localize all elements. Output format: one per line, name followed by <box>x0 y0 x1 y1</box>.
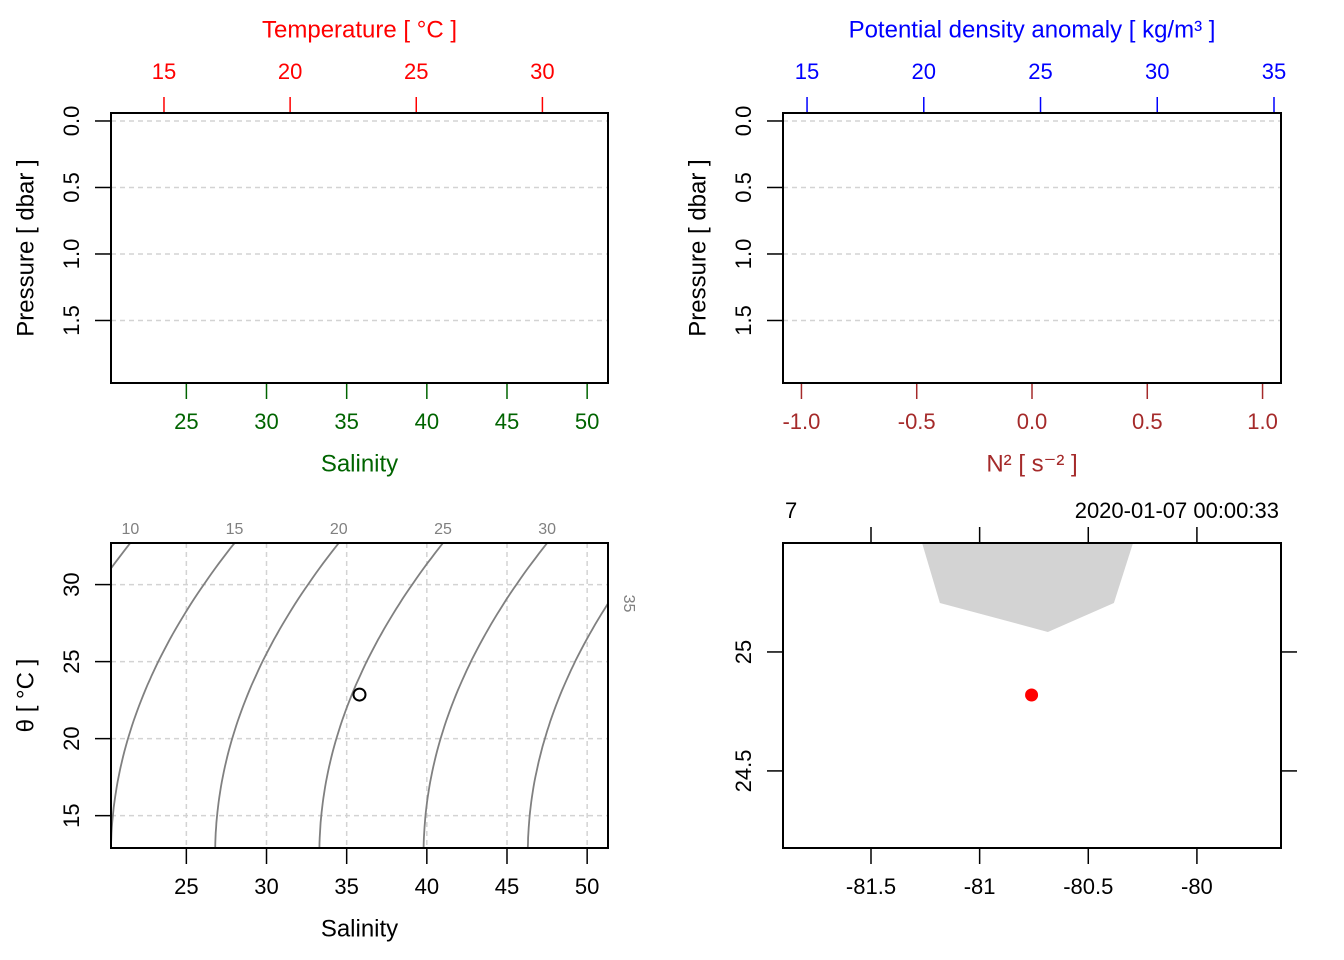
plot-frame <box>782 542 1282 849</box>
x-axis-label: Temperature [ °C ] <box>262 16 457 43</box>
x-tick-label: -1.0 <box>782 409 820 434</box>
x-tick-label: 30 <box>530 59 554 84</box>
x-tick-label: -80 <box>1181 874 1213 899</box>
y-tick-label: 30 <box>59 572 84 596</box>
y-tick-label: 0.5 <box>731 172 756 203</box>
x-axis-label: Salinity <box>321 915 398 942</box>
isopycnal-label: 25 <box>434 521 452 538</box>
isopycnal <box>318 543 444 848</box>
y-tick-label: 1.5 <box>59 305 84 336</box>
isopycnal-label: 30 <box>538 521 556 538</box>
isopycnal <box>526 601 608 848</box>
x-tick-label: 25 <box>1028 59 1052 84</box>
y-tick-label: 25 <box>59 649 84 673</box>
ts-point <box>352 687 367 702</box>
x-tick-label: 20 <box>278 59 302 84</box>
plot-frame <box>782 112 1282 384</box>
land <box>922 543 1134 632</box>
y-tick-label: 24.5 <box>731 750 756 793</box>
y-axis-label: θ [ °C ] <box>12 659 39 733</box>
x-axis-label: Salinity <box>321 450 398 477</box>
y-tick-label: 15 <box>59 803 84 827</box>
x-tick-label: 30 <box>254 409 278 434</box>
isopycnal <box>422 543 548 848</box>
y-axis-label: Pressure [ dbar ] <box>684 159 711 336</box>
map-label: 7 <box>785 498 797 523</box>
y-tick-label: 20 <box>59 726 84 750</box>
x-tick-label: 25 <box>404 59 428 84</box>
y-tick-label: 0.0 <box>731 106 756 137</box>
x-axis-label: N² [ s⁻² ] <box>986 450 1077 477</box>
x-tick-label: 15 <box>152 59 176 84</box>
y-tick-label: 1.0 <box>731 239 756 270</box>
x-tick-label: 50 <box>575 874 599 899</box>
x-tick-label: 40 <box>415 409 439 434</box>
x-tick-label: 25 <box>174 874 198 899</box>
x-tick-label: 35 <box>1262 59 1286 84</box>
x-tick-label: 30 <box>1145 59 1169 84</box>
x-tick-label: 0.0 <box>1017 409 1048 434</box>
x-tick-label: 0.5 <box>1132 409 1163 434</box>
isopycnal-label: 35 <box>620 595 637 613</box>
y-tick-label: 25 <box>731 640 756 664</box>
x-tick-label: -81.5 <box>846 874 896 899</box>
x-tick-label: 35 <box>334 874 358 899</box>
x-tick-label: 40 <box>415 874 439 899</box>
x-tick-label: 25 <box>174 409 198 434</box>
isopycnal-label: 10 <box>121 521 139 538</box>
y-tick-label: 0.0 <box>59 106 84 137</box>
isopycnals <box>111 543 608 848</box>
x-tick-label: 20 <box>912 59 936 84</box>
y-tick-label: 1.5 <box>731 305 756 336</box>
x-tick-label: 50 <box>575 409 599 434</box>
station <box>1025 688 1039 702</box>
x-axis-label: Potential density anomaly [ kg/m³ ] <box>849 16 1216 43</box>
x-tick-label: 30 <box>254 874 278 899</box>
y-tick-label: 1.0 <box>59 239 84 270</box>
y-tick-label: 0.5 <box>59 172 84 203</box>
x-tick-label: 1.0 <box>1247 409 1278 434</box>
map-time: 2020-01-07 00:00:33 <box>1075 498 1279 523</box>
x-tick-label: 15 <box>795 59 819 84</box>
isopycnal <box>214 543 340 848</box>
plot-frame <box>110 112 609 384</box>
isopycnal-label: 20 <box>330 521 348 538</box>
isopycnal <box>111 543 236 848</box>
x-tick-label: 45 <box>495 409 519 434</box>
isopycnal-label: 15 <box>226 521 244 538</box>
x-tick-label: -0.5 <box>898 409 936 434</box>
x-tick-label: 35 <box>334 409 358 434</box>
x-tick-label: 45 <box>495 874 519 899</box>
x-tick-label: -81 <box>964 874 996 899</box>
y-axis-label: Pressure [ dbar ] <box>12 159 39 336</box>
plot-frame <box>110 542 609 849</box>
x-tick-label: -80.5 <box>1063 874 1113 899</box>
